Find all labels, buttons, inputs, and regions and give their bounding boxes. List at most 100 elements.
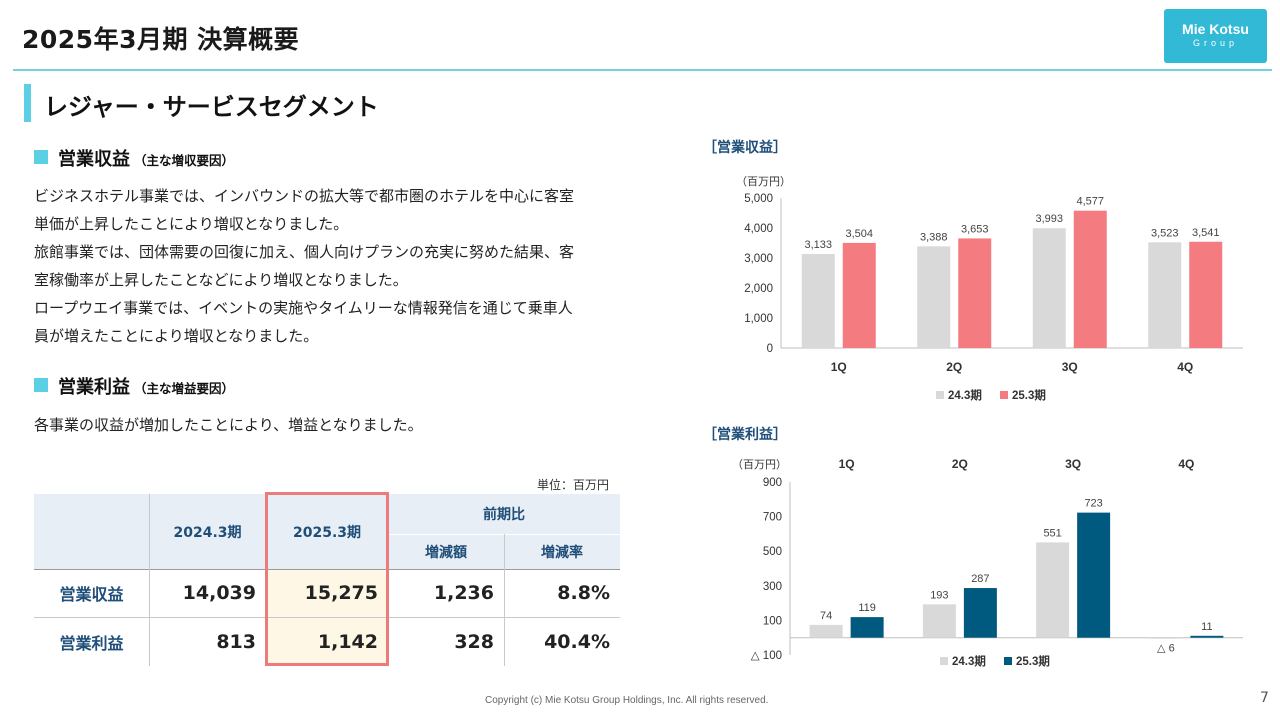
revenue-chart-data-label: 3,653 <box>961 223 989 235</box>
revenue-chart-title: ［営業収益］ <box>703 140 787 156</box>
profit-diff-value: 328 <box>454 630 494 653</box>
revenue-curr-value: 15,275 <box>266 569 388 617</box>
profit-chart-data-label: 723 <box>1084 498 1102 510</box>
revenue-chart-bar <box>1148 242 1182 348</box>
profit-heading-note: （主な増益要因） <box>134 381 235 396</box>
revenue-chart-y-tick-label: 1,000 <box>744 313 773 325</box>
table-divider <box>34 617 620 618</box>
current-year-highlight-frame <box>265 492 389 666</box>
revenue-chart-bar <box>1073 210 1107 348</box>
profit-chart-bar <box>1149 637 1183 639</box>
revenue-heading-text: 営業収益 <box>58 149 130 170</box>
revenue-chart-y-tick-label: 4,000 <box>744 223 773 235</box>
revenue-chart-category-label: 1Q <box>831 360 847 374</box>
company-logo: Mie Kotsu Group <box>1164 9 1267 63</box>
section-accent-bar <box>24 84 31 122</box>
header-curr-year: 2025.3期 <box>266 494 388 569</box>
revenue-line: 旅館事業では、団体需要の回復に加え、個人向けプランの充実に努めた結果、客 <box>34 243 575 261</box>
logo-sub-text: Group <box>1192 38 1238 48</box>
revenue-chart-legend-label: 24.3期 <box>948 388 982 402</box>
revenue-chart-bar <box>1032 228 1066 348</box>
profit-chart-data-label: 119 <box>858 602 876 614</box>
profit-chart-y-tick-label: 500 <box>763 546 782 558</box>
revenue-chart-bar <box>801 254 835 348</box>
revenue-chart-y-tick-label: 0 <box>767 343 773 355</box>
revenue-description: ビジネスホテル事業では、インバウンドの拡大等で都市圏のホテルを中心に客室 単価が… <box>34 182 624 350</box>
table-divider <box>504 534 505 666</box>
profit-chart-data-label: 287 <box>971 573 989 585</box>
profit-chart-bar <box>809 624 843 638</box>
revenue-chart-y-tick-label: 3,000 <box>744 253 773 265</box>
revenue-rate-value: 8.8% <box>557 582 610 604</box>
profit-chart-bar <box>850 617 884 638</box>
revenue-chart-data-label: 3,523 <box>1151 227 1179 239</box>
revenue-chart-data-label: 3,133 <box>804 239 832 251</box>
summary-table: 2024.3期 2025.3期 前期比 増減額 増減率 営業収益 14,039 … <box>34 492 620 666</box>
table-divider <box>149 494 150 666</box>
profit-chart-y-tick-label: 300 <box>763 581 782 593</box>
revenue-diff-value: 1,236 <box>433 582 494 604</box>
revenue-chart-data-label: 3,541 <box>1192 227 1220 239</box>
revenue-chart-legend-label: 25.3期 <box>1012 388 1046 402</box>
revenue-line: 室稼働率が上昇したことなどにより増収となりました。 <box>34 271 408 289</box>
profit-chart-bar <box>1077 512 1111 638</box>
header-rate: 増減率 <box>504 534 620 569</box>
header-diff: 増減額 <box>388 534 504 569</box>
revenue-heading: 営業収益 （主な増収要因） <box>58 145 234 171</box>
profit-chart-data-label: △ 6 <box>1157 643 1175 655</box>
profit-chart-bar <box>1190 635 1224 638</box>
revenue-chart-unit-label: （百万円） <box>736 175 791 188</box>
profit-chart-data-label: 551 <box>1043 527 1061 539</box>
profit-chart-y-tick-label: 900 <box>763 477 782 489</box>
profit-chart-category-label: 4Q <box>1178 457 1194 471</box>
revenue-chart-y-tick-label: 5,000 <box>744 193 773 205</box>
table-divider <box>34 569 620 570</box>
page-number: 7 <box>1260 690 1269 706</box>
revenue-chart-legend-swatch <box>1000 391 1008 399</box>
revenue-chart-bar <box>917 246 951 348</box>
profit-chart-category-label: 2Q <box>952 457 968 471</box>
table-unit-note: 単位：百万円 <box>537 478 610 492</box>
profit-chart-bar <box>1036 542 1070 638</box>
revenue-chart-bar <box>958 238 992 348</box>
revenue-chart-bar <box>842 242 876 348</box>
profit-prev-value: 813 <box>216 630 256 653</box>
revenue-chart-category-label: 3Q <box>1062 360 1078 374</box>
profit-chart-bar <box>963 588 997 638</box>
revenue-bullet-icon <box>34 150 48 164</box>
revenue-chart-data-label: 3,993 <box>1035 213 1063 225</box>
revenue-prev-value: 14,039 <box>182 582 256 604</box>
profit-chart-legend-swatch <box>1004 657 1012 665</box>
revenue-line: 員が増えたことにより増収となりました。 <box>34 327 319 345</box>
revenue-line: 単価が上昇したことにより増収となりました。 <box>34 215 349 233</box>
profit-chart-legend-label: 25.3期 <box>1016 654 1050 668</box>
revenue-chart-data-label: 3,504 <box>845 228 873 240</box>
profit-line: 各事業の収益が増加したことにより、増益となりました。 <box>34 416 423 434</box>
revenue-chart-category-label: 4Q <box>1177 360 1193 374</box>
profit-chart-category-label: 3Q <box>1065 457 1081 471</box>
revenue-heading-note: （主な増収要因） <box>134 153 235 168</box>
revenue-chart-data-label: 4,577 <box>1076 196 1104 208</box>
profit-curr-value: 1,142 <box>266 617 388 666</box>
header-yoy: 前期比 <box>388 494 620 534</box>
table-corner-cell <box>34 494 149 569</box>
profit-chart-bar <box>922 604 956 638</box>
profit-bullet-icon <box>34 378 48 392</box>
profit-description: 各事業の収益が増加したことにより、増益となりました。 <box>34 411 624 439</box>
profit-chart-y-tick-label: 700 <box>763 512 782 524</box>
section-title: レジャー・サービスセグメント <box>44 93 379 121</box>
profit-heading: 営業利益 （主な増益要因） <box>58 373 234 399</box>
copyright-text: Copyright (c) Mie Kotsu Group Holdings, … <box>485 695 769 706</box>
row-label-profit: 営業利益 <box>59 633 124 653</box>
profit-chart-data-label: 193 <box>930 589 948 601</box>
revenue-chart-y-tick-label: 2,000 <box>744 283 773 295</box>
revenue-chart-legend-swatch <box>936 391 944 399</box>
row-label-revenue: 営業収益 <box>59 585 124 604</box>
profit-chart-legend-swatch <box>940 657 948 665</box>
profit-chart-data-label: 74 <box>820 610 832 622</box>
profit-rate-value: 40.4% <box>544 630 610 653</box>
profit-chart-y-tick-label: △ 100 <box>751 650 782 662</box>
profit-chart-data-label: 11 <box>1201 621 1212 633</box>
profit-chart-unit-label: （百万円） <box>732 458 787 471</box>
